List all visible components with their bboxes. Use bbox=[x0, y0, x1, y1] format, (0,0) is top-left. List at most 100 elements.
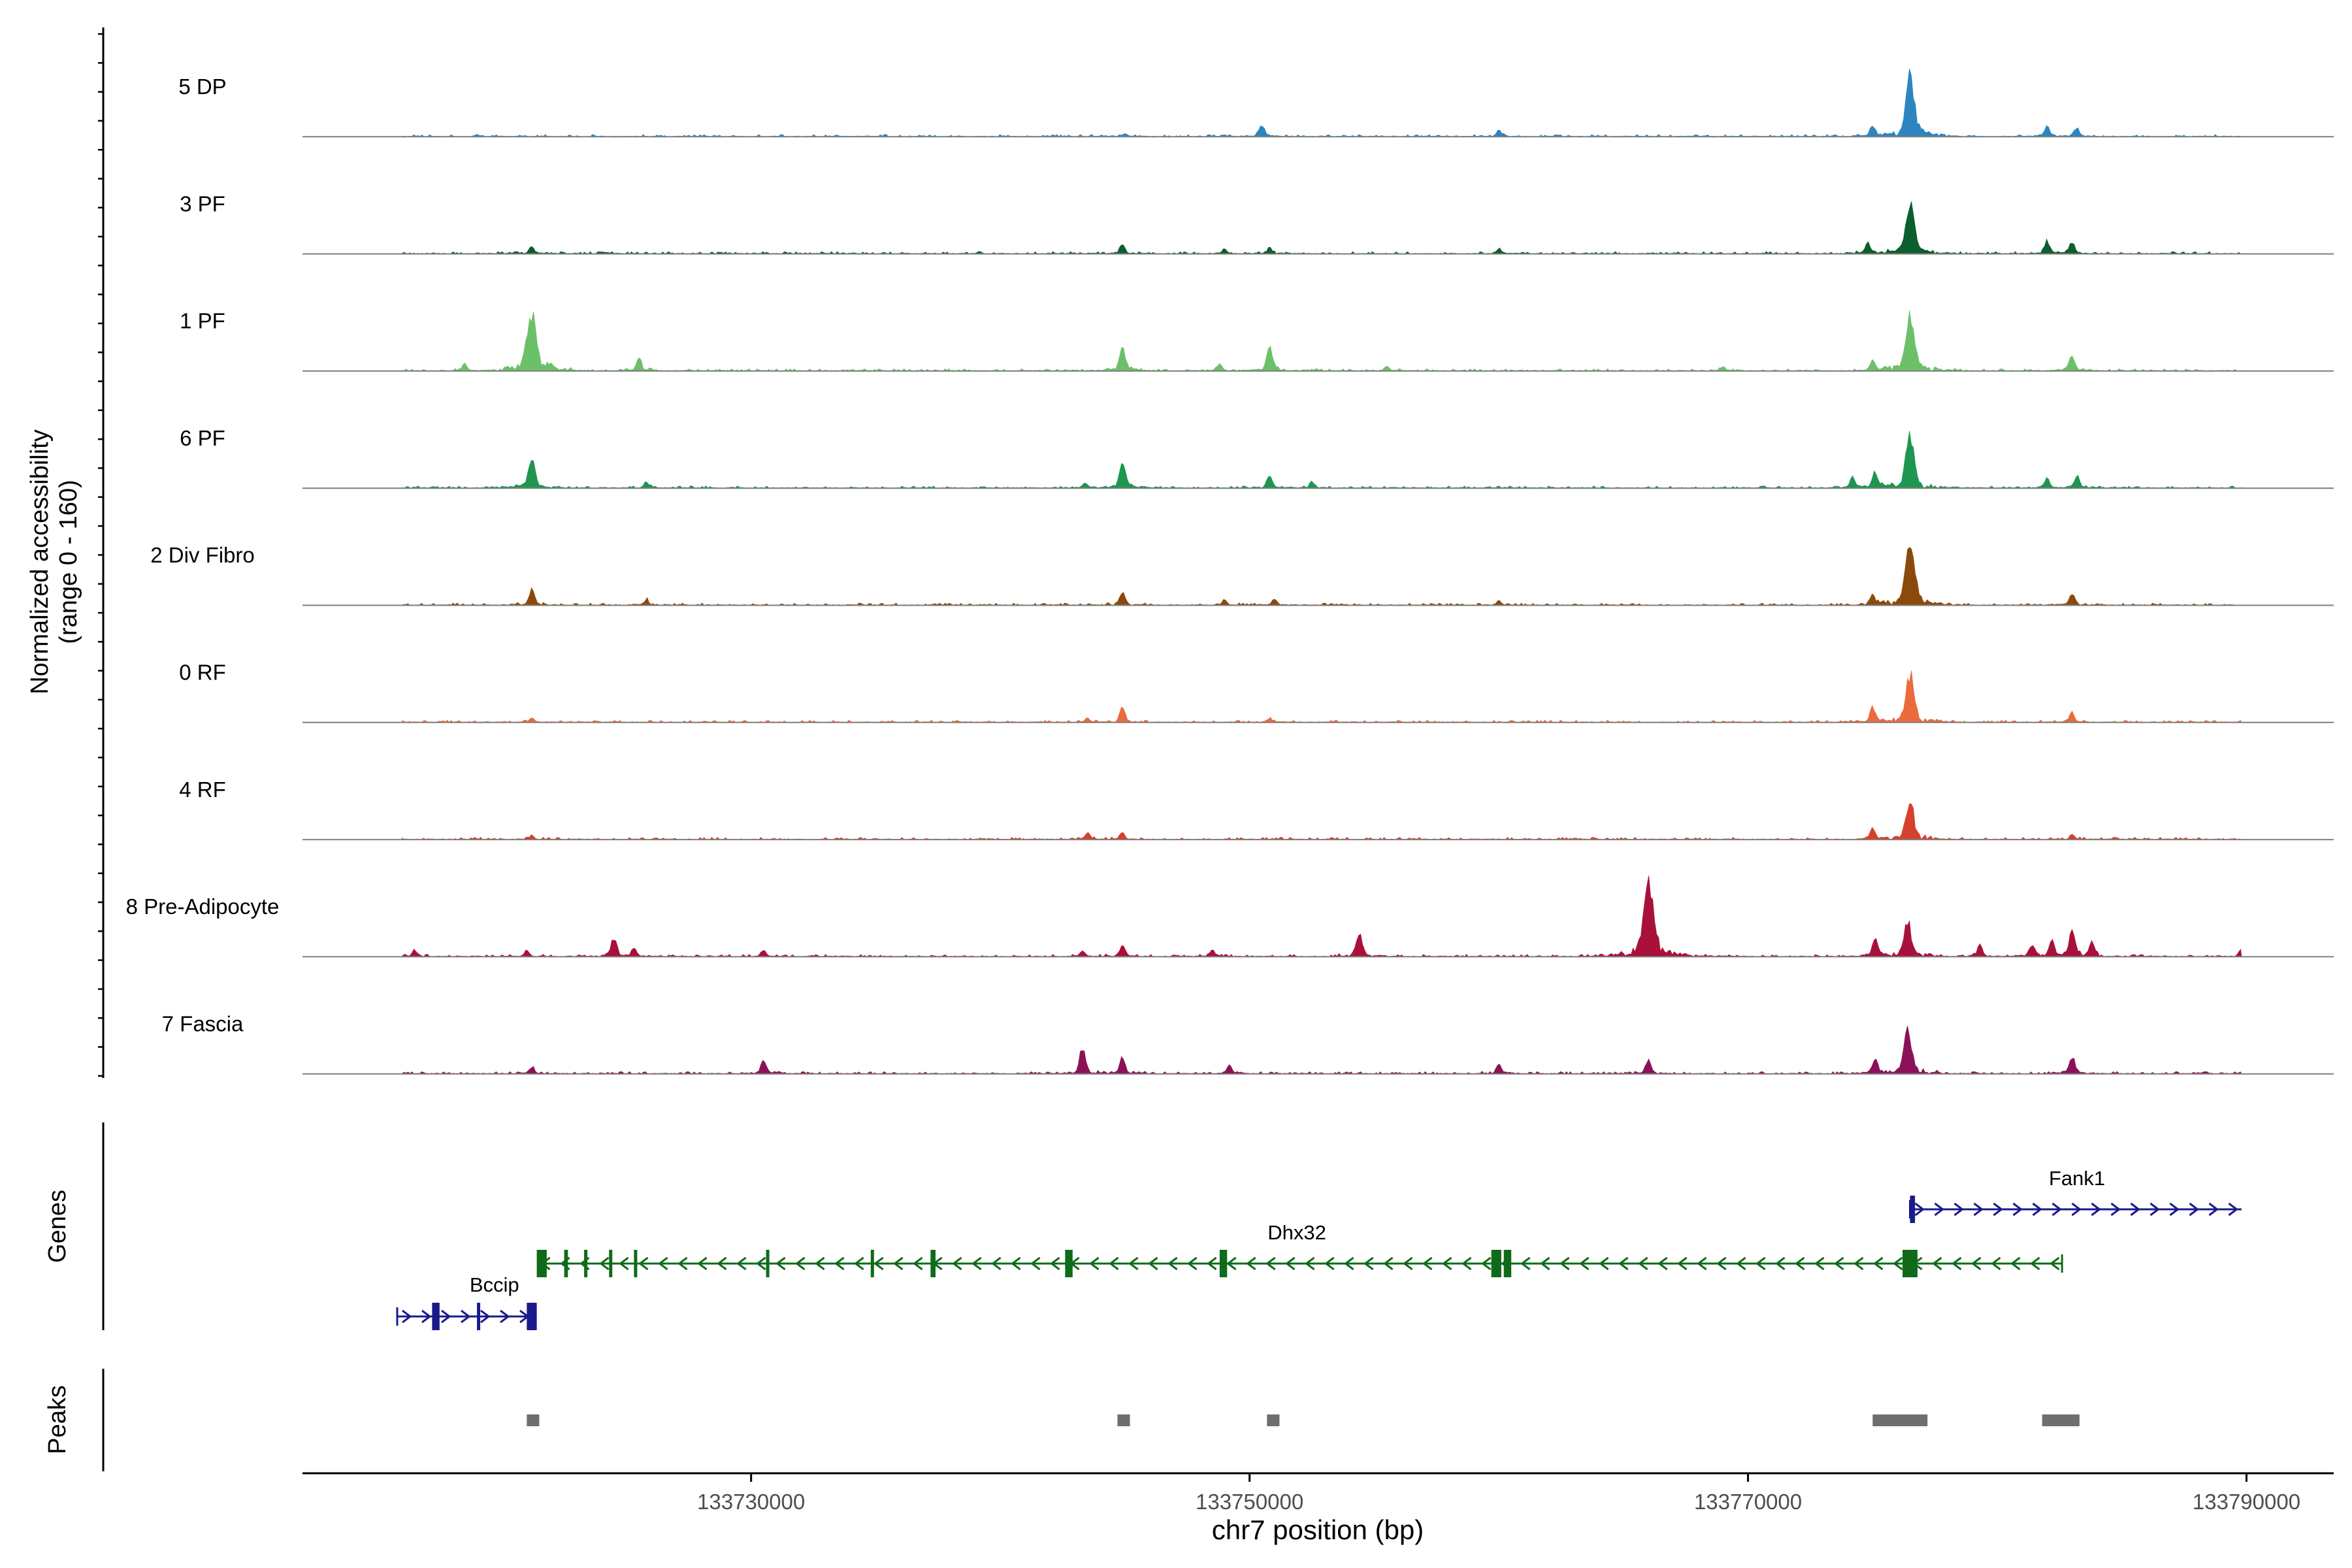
strand-arrow bbox=[756, 1256, 766, 1271]
strand-arrow bbox=[1442, 1256, 1452, 1271]
gene-exon bbox=[870, 1250, 874, 1277]
x-axis-label: chr7 position (bp) bbox=[1212, 1514, 1424, 1545]
strand-arrow bbox=[441, 1309, 451, 1324]
gene-exon bbox=[1903, 1250, 1918, 1277]
gene-exon bbox=[634, 1250, 638, 1277]
strand-arrow bbox=[2050, 1256, 2060, 1271]
strand-arrow bbox=[1599, 1256, 1609, 1271]
strand-arrow bbox=[2071, 1202, 2082, 1217]
strand-arrow bbox=[1952, 1256, 1962, 1271]
strand-arrow bbox=[1560, 1256, 1570, 1271]
strand-arrow bbox=[1932, 1256, 1942, 1271]
x-axis: 133730000 133750000 133770000 133790000 chr… bbox=[302, 1472, 2334, 1545]
coverage-track-label: 3 PF bbox=[180, 191, 225, 216]
gene-exon bbox=[1491, 1250, 1501, 1277]
strand-arrow bbox=[2110, 1202, 2121, 1217]
gene-exon bbox=[1910, 1196, 1916, 1223]
strand-arrow bbox=[480, 1309, 491, 1324]
strand-arrow bbox=[2228, 1202, 2238, 1217]
x-tick-label: 133750000 bbox=[1196, 1490, 1303, 1514]
strand-arrow bbox=[1993, 1202, 2003, 1217]
strand-arrow bbox=[1893, 1256, 1903, 1271]
coverage-track: 2 Div Fibro bbox=[150, 543, 2334, 606]
strand-arrow bbox=[599, 1256, 610, 1271]
strand-arrow bbox=[1089, 1256, 1100, 1271]
strand-arrow bbox=[1207, 1256, 1217, 1271]
gene-exon bbox=[536, 1250, 547, 1277]
coverage-tracks: 5 DP 3 PF 1 PF 6 PF 2 Div Fibro 0 RF 4 RF 8 Pre… bbox=[126, 69, 2334, 1075]
genes-panel-label: Genes bbox=[44, 1190, 71, 1263]
gene-exon bbox=[930, 1250, 936, 1277]
gene-models: Fank1 Dhx32 Bccip bbox=[396, 1167, 2242, 1330]
coverage-track-label: 8 Pre-Adipocyte bbox=[126, 894, 280, 919]
strand-arrow bbox=[1736, 1256, 1746, 1271]
strand-arrow bbox=[658, 1256, 668, 1271]
strand-arrow bbox=[2208, 1202, 2219, 1217]
strand-arrow bbox=[1030, 1256, 1041, 1271]
strand-arrow bbox=[461, 1309, 471, 1324]
coverage-track: 7 Fascia bbox=[162, 1011, 2334, 1075]
strand-arrow bbox=[1971, 1256, 1982, 1271]
strand-arrow bbox=[1462, 1256, 1472, 1271]
strand-arrow bbox=[1973, 1202, 1984, 1217]
strand-arrow bbox=[1638, 1256, 1648, 1271]
coverage-track-label: 1 PF bbox=[180, 309, 225, 333]
strand-arrow bbox=[874, 1256, 884, 1271]
strand-arrow bbox=[952, 1256, 962, 1271]
strand-arrow bbox=[1834, 1256, 1844, 1271]
gene-exon bbox=[1503, 1250, 1512, 1277]
gene-exon bbox=[564, 1250, 568, 1277]
coverage-track-profile bbox=[402, 547, 2242, 606]
coverage-track-label: 6 PF bbox=[180, 426, 225, 450]
strand-arrow bbox=[2130, 1202, 2140, 1217]
strand-arrow bbox=[1128, 1256, 1139, 1271]
gene-exon bbox=[527, 1303, 537, 1330]
strand-arrow bbox=[2091, 1202, 2101, 1217]
strand-arrow bbox=[1814, 1256, 1825, 1271]
genes-panel: Genes Fank1 Dhx32 Bccip bbox=[44, 1122, 2242, 1330]
peak-region bbox=[1117, 1414, 1130, 1426]
gene-exon bbox=[584, 1250, 588, 1277]
strand-arrow bbox=[402, 1309, 412, 1324]
peak-region bbox=[1872, 1414, 1928, 1426]
x-tick-label: 133790000 bbox=[2193, 1490, 2300, 1514]
coverage-y-ticks bbox=[98, 33, 103, 1077]
strand-arrow bbox=[1168, 1256, 1178, 1271]
strand-arrow bbox=[1579, 1256, 1590, 1271]
gene-exon bbox=[477, 1303, 481, 1330]
peaks-panel-label: Peaks bbox=[44, 1385, 71, 1454]
strand-arrow bbox=[795, 1256, 806, 1271]
strand-arrow bbox=[1697, 1256, 1707, 1271]
strand-arrow bbox=[2051, 1202, 2062, 1217]
strand-arrow bbox=[1756, 1256, 1766, 1271]
strand-arrow bbox=[1422, 1256, 1433, 1271]
gene-label: Dhx32 bbox=[1267, 1221, 1326, 1244]
strand-arrow bbox=[1324, 1256, 1335, 1271]
strand-arrow bbox=[1285, 1256, 1296, 1271]
strand-arrow bbox=[2189, 1202, 2199, 1217]
strand-arrow bbox=[1011, 1256, 1021, 1271]
coverage-track: 5 DP bbox=[178, 69, 2334, 138]
strand-arrow bbox=[1266, 1256, 1276, 1271]
strand-arrow bbox=[1050, 1256, 1060, 1271]
strand-arrow bbox=[1953, 1202, 1964, 1217]
strand-arrow bbox=[2030, 1256, 2040, 1271]
peak-region bbox=[527, 1414, 540, 1426]
coverage-track-label: 7 Fascia bbox=[162, 1011, 244, 1036]
gene-label: Bccip bbox=[470, 1273, 519, 1296]
coverage-track-profile bbox=[402, 69, 2243, 137]
gene-exon bbox=[1065, 1250, 1073, 1277]
strand-arrow bbox=[776, 1256, 786, 1271]
strand-arrow bbox=[1383, 1256, 1394, 1271]
strand-arrow bbox=[500, 1309, 510, 1324]
gene-exon bbox=[609, 1250, 613, 1277]
coverage-ylabel-line2: (range 0 - 160) bbox=[55, 480, 82, 644]
coverage-track-label: 4 RF bbox=[179, 777, 226, 802]
peaks-panel: Peaks bbox=[44, 1369, 2080, 1471]
strand-arrow bbox=[854, 1256, 864, 1271]
x-axis-ticks: 133730000 133750000 133770000 133790000 bbox=[697, 1473, 2300, 1514]
strand-arrow bbox=[1934, 1202, 1944, 1217]
coverage-track-label: 2 Div Fibro bbox=[150, 543, 255, 567]
coverage-ylabel-line1: Normalized accessibility bbox=[26, 429, 54, 694]
strand-arrow bbox=[1677, 1256, 1688, 1271]
